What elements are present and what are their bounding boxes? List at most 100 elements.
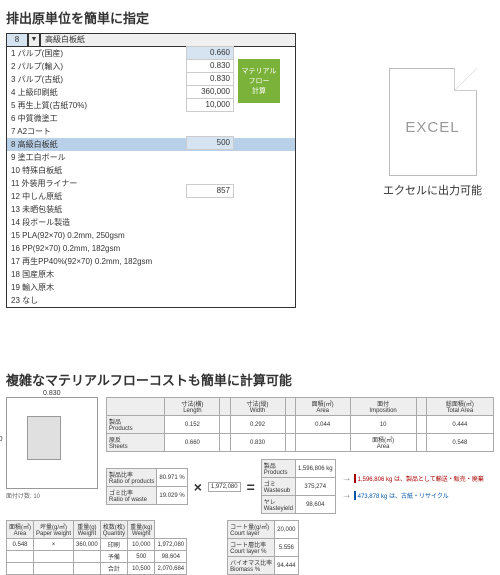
mid-cell: 1,972,080	[208, 482, 240, 491]
th: 総面積(㎡)Total Area	[426, 398, 493, 416]
calc-button[interactable]: マテリアルフロー計算	[238, 59, 280, 103]
td: 面積(㎡)Area	[350, 434, 416, 452]
td: 10,500	[128, 563, 155, 575]
dropdown-item[interactable]: 19 輸入原木	[7, 281, 295, 294]
td: ゴミWastesub	[261, 478, 295, 496]
dropdown-header[interactable]: 8 ▼ 高級白板紙	[6, 33, 296, 47]
dropdown-selected: 高級白板紙	[40, 33, 296, 47]
th: 重量(kg)Weight	[128, 521, 155, 539]
th: 面付Imposition	[350, 398, 416, 416]
th: 面積(㎡)Area	[295, 398, 350, 416]
td: 360,000	[74, 539, 101, 551]
td: ゴミ比率Ratio of waste	[107, 487, 157, 505]
out-table: 製品Products1,596,806 kgゴミWastesub375,274ヤ…	[261, 459, 336, 514]
chevron-down-icon[interactable]: ▼	[28, 33, 40, 47]
op-equals: =	[247, 479, 255, 495]
dropdown-item[interactable]: 6 中質微塗工	[7, 112, 295, 125]
th	[107, 398, 165, 416]
excel-export: EXCEL エクセルに出力可能	[383, 68, 482, 198]
td: 0.548	[7, 539, 34, 551]
note-1: 1,596,806 kg は、製品として輸送・販売・廃棄	[354, 474, 484, 483]
td: 0.444	[426, 416, 493, 434]
td: 500	[128, 551, 155, 563]
dropdown-item[interactable]: 11 外装用ライナー	[7, 177, 295, 190]
dropdown-item[interactable]: 12 中しん原紙	[7, 190, 295, 203]
excel-caption: エクセルに出力可能	[383, 182, 482, 198]
td: 10,000	[128, 539, 155, 551]
value-cell: 0.660	[186, 46, 234, 60]
th: 枚数(枚)Quantity	[100, 521, 127, 539]
td: 80.971 %	[157, 469, 187, 487]
td	[34, 551, 74, 563]
spec-tables: 寸法(横)Length寸法(縦)Width面積(㎡)Area面付Impositi…	[106, 397, 494, 514]
td	[295, 434, 350, 452]
td: 94.444	[275, 557, 298, 575]
dropdown-item[interactable]: 18 国産原木	[7, 268, 295, 281]
dropdown-item[interactable]: 16 PP(92×70) 0.2mm, 182gsm	[7, 242, 295, 255]
diagram-note: 面付け数: 10	[6, 491, 98, 500]
td: 合計	[100, 563, 127, 575]
spec-table: 寸法(横)Length寸法(縦)Width面積(㎡)Area面付Impositi…	[106, 397, 494, 452]
flow-row: 0.830 0.660 面付け数: 10 寸法(横)Length 寸法(縦)Wid…	[6, 397, 494, 514]
dropdown-item[interactable]: 10 特殊白板紙	[7, 164, 295, 177]
heading-2: 複雑なマテリアルフローコストも簡単に計算可能	[6, 370, 500, 389]
dropdown-item[interactable]: 13 未晒包装紙	[7, 203, 295, 216]
td: 製品Products	[261, 460, 295, 478]
td	[220, 416, 230, 434]
value-cell: 10,000	[186, 98, 234, 112]
bottom-tables: 面積(㎡)Area坪量(g/㎡)Paper weight重量(g)Weight枚…	[6, 520, 494, 575]
op-multiply: ×	[194, 479, 202, 495]
value-column: 0.6600.8300.830360,00010,000500857	[186, 47, 234, 198]
dropdown-item[interactable]: 17 再生PP40%(92×70) 0.2mm, 182gsm	[7, 255, 295, 268]
td: 98,604	[155, 551, 187, 563]
td	[74, 551, 101, 563]
td	[220, 434, 230, 452]
td: 0.548	[426, 434, 493, 452]
td: 2,070,684	[155, 563, 187, 575]
th: 寸法(縦)Width	[230, 398, 285, 416]
dropdown-item[interactable]: 8 高級白板紙	[7, 138, 295, 151]
dropdown-item[interactable]: 7 A2コート	[7, 125, 295, 138]
td: 0.292	[230, 416, 285, 434]
diagram-height: 0.660	[0, 436, 3, 443]
dropdown-item[interactable]: 9 塗工白ボール	[7, 151, 295, 164]
td: 375,274	[295, 478, 335, 496]
calc-row: 製品比率Ratio of products80.971 %ゴミ比率Ratio o…	[106, 459, 494, 514]
dropdown-value: 8	[6, 33, 28, 47]
th: 重量(g)Weight	[74, 521, 101, 539]
td: 1,596,806 kg	[295, 460, 335, 478]
td	[285, 416, 295, 434]
note-2: 473,878 kg は、古紙・リサイクル	[354, 491, 449, 500]
td: 0.152	[165, 416, 220, 434]
heading-1: 排出原単位を簡単に指定	[6, 8, 500, 27]
mid-val: 1,972,080	[208, 482, 241, 492]
th: 寸法(横)Length	[165, 398, 220, 416]
dropdown-item[interactable]: 15 PLA(92×70) 0.2mm, 250gsm	[7, 229, 295, 242]
td	[74, 563, 101, 575]
td: コート量(g/㎡)Court layer	[228, 521, 275, 539]
td: 製品Products	[107, 416, 165, 434]
excel-label: EXCEL	[390, 119, 476, 136]
dropdown-item[interactable]: 14 段ボール製造	[7, 216, 295, 229]
dropdown-area: 8 ▼ 高級白板紙 1 パルプ(国産)2 パルプ(輸入)3 パルプ(古紙)4 上…	[6, 33, 296, 308]
diagram-wrap: 0.830 0.660 面付け数: 10	[6, 397, 98, 500]
coat-table: コート量(g/㎡)Court layer20,000コート層比率Court la…	[227, 520, 298, 575]
th: 坪量(g/㎡)Paper weight	[34, 521, 74, 539]
td: 0.660	[165, 434, 220, 452]
th	[416, 398, 426, 416]
diagram-width: 0.830	[43, 390, 61, 397]
ratio-table: 製品比率Ratio of products80.971 %ゴミ比率Ratio o…	[106, 468, 188, 505]
td	[285, 434, 295, 452]
th	[285, 398, 295, 416]
weight-table: 面積(㎡)Area坪量(g/㎡)Paper weight重量(g)Weight枚…	[6, 520, 187, 575]
dropdown-item[interactable]: 23 なし	[7, 294, 295, 307]
value-cell: 857	[186, 184, 234, 198]
value-cell: 0.830	[186, 72, 234, 86]
arrow-icon: →	[342, 490, 352, 501]
td: 1,972,080	[155, 539, 187, 551]
td: 製品比率Ratio of products	[107, 469, 157, 487]
imposition-diagram: 0.830 0.660	[6, 397, 98, 489]
bottom-section: 0.830 0.660 面付け数: 10 寸法(横)Length 寸法(縦)Wid…	[0, 397, 500, 575]
td: 10	[350, 416, 416, 434]
td: コート層比率Court layer %	[228, 539, 275, 557]
